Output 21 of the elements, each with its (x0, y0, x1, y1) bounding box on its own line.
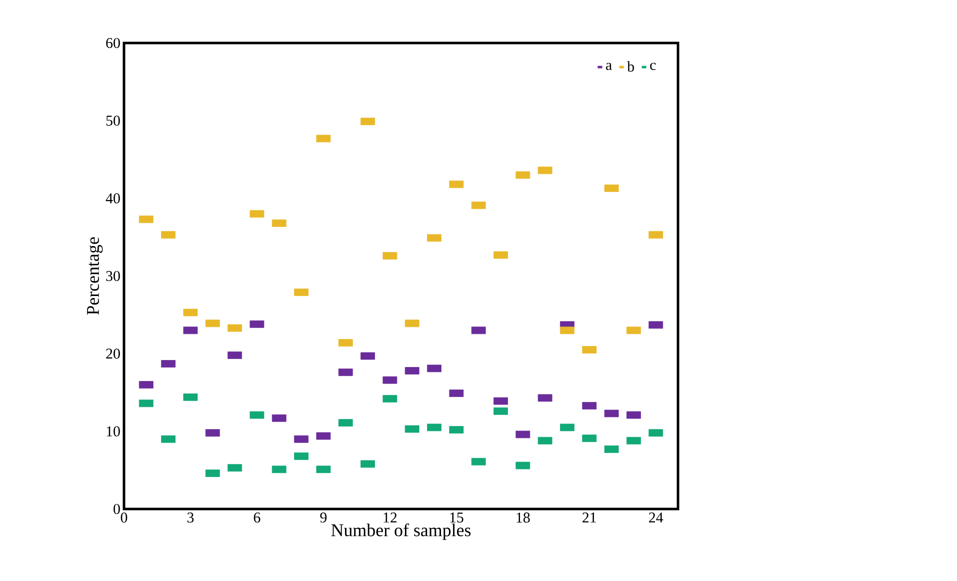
x-tick-label: 12 (384, 512, 397, 522)
legend-label: c (650, 62, 656, 70)
x-tick-label: 6 (254, 512, 260, 523)
x-tick-label: 3 (187, 512, 194, 523)
y-tick-label: 40 (106, 193, 120, 204)
y-axis-title: Percentage (87, 237, 103, 315)
x-tick-label: 18 (516, 512, 530, 523)
y-tick-label: 60 (106, 38, 120, 48)
x-tick-label: 9 (320, 512, 327, 523)
legend-label: b (627, 61, 634, 72)
y-tick-label: 20 (106, 348, 120, 359)
x-tick-label: 24 (649, 512, 664, 522)
y-tick-label: 10 (106, 426, 120, 436)
y-tick-label: 30 (106, 270, 120, 282)
x-tick-label: 15 (450, 512, 464, 523)
x-tick-label: 0 (120, 512, 128, 523)
legend-label: a (606, 62, 612, 70)
x-axis-title: Number of samples (331, 523, 471, 540)
y-tick-label: 0 (114, 504, 120, 514)
x-tick-label: 21 (582, 512, 596, 522)
y-tick-label: 50 (106, 116, 120, 126)
